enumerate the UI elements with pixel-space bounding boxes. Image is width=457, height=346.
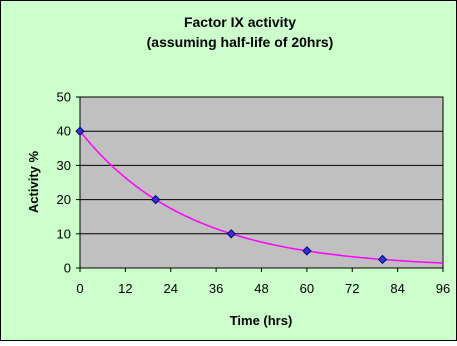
- data-point: [75, 126, 85, 136]
- y-tick-label: 10: [57, 226, 71, 241]
- y-tick-label: 0: [64, 261, 71, 276]
- x-tick-label: 60: [300, 281, 314, 296]
- data-point: [302, 246, 312, 256]
- y-tick-label: 50: [57, 90, 71, 105]
- y-tick-label: 40: [57, 124, 71, 139]
- x-axis-ticks: 0 12 24 36 48 60 72 84 96: [76, 268, 450, 296]
- x-tick-label: 12: [118, 281, 132, 296]
- x-tick-label: 96: [436, 281, 450, 296]
- chart-title-line-1: Factor IX activity: [184, 14, 296, 30]
- x-tick-label: 24: [164, 281, 178, 296]
- series-data-points: [75, 126, 388, 265]
- x-tick-label: 0: [76, 281, 83, 296]
- x-tick-label: 72: [345, 281, 359, 296]
- x-axis-label: Time (hrs): [230, 313, 293, 328]
- x-tick-label: 48: [254, 281, 268, 296]
- y-tick-label: 20: [57, 192, 71, 207]
- y-axis-label: Activity %: [26, 150, 41, 213]
- y-tick-label: 30: [57, 158, 71, 173]
- data-point: [377, 254, 388, 265]
- data-point: [226, 229, 236, 239]
- plot-area: [79, 96, 444, 269]
- chart-title-line-2: (assuming half-life of 20hrs): [147, 34, 334, 50]
- x-tick-label: 36: [209, 281, 223, 296]
- grid-lines: [80, 130, 443, 235]
- x-tick-label: 84: [390, 281, 404, 296]
- data-point: [150, 194, 161, 205]
